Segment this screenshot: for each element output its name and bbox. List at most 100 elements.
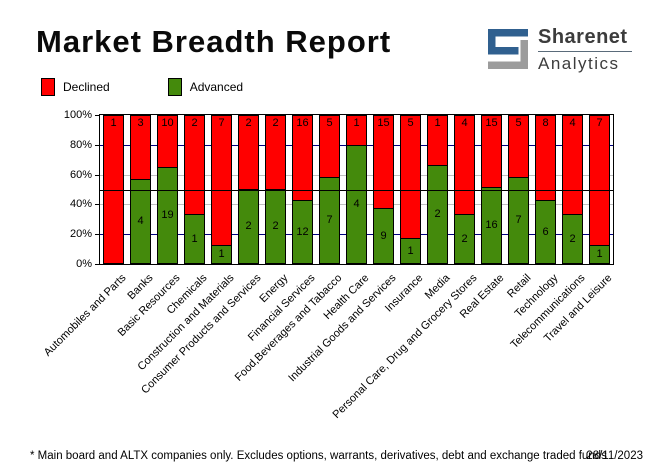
- declined-count-label: 7: [596, 117, 603, 129]
- y-axis-tick: [95, 264, 100, 265]
- declined-count-label: 4: [569, 117, 576, 129]
- sharenet-logo-text: Sharenet Analytics: [538, 27, 632, 72]
- declined-count-label: 15: [485, 117, 498, 129]
- advanced-count-label: 2: [569, 232, 576, 245]
- bar-segment-declined: 15: [482, 116, 501, 187]
- bar-segment-advanced: 19: [158, 167, 177, 263]
- bar-segment-advanced: 2: [239, 189, 258, 263]
- declined-count-label: 2: [272, 117, 279, 129]
- bar-segment-declined: 1: [428, 116, 447, 165]
- legend-advanced-swatch: [167, 78, 182, 96]
- bar-segment-advanced: 4: [131, 179, 150, 263]
- advanced-count-label: 19: [161, 209, 174, 221]
- bar-segment-declined: 1: [347, 116, 366, 145]
- y-axis-label: 40%: [69, 198, 92, 211]
- logo-line2: Analytics: [538, 54, 620, 73]
- advanced-count-label: 7: [515, 214, 522, 226]
- advanced-count-label: 4: [137, 215, 144, 227]
- y-axis-tick: [95, 204, 100, 206]
- advanced-count-label: 9: [380, 229, 387, 242]
- bar-industrial-goods-and-services: 15 9: [373, 115, 394, 264]
- advanced-count-label: 1: [191, 232, 198, 245]
- bar-segment-declined: 2: [185, 116, 204, 214]
- bar-segment-advanced: 2: [563, 214, 582, 263]
- advanced-count-label: 1: [596, 248, 603, 260]
- legend-advanced-label: Advanced: [189, 80, 244, 94]
- declined-count-label: 16: [296, 117, 309, 129]
- bar-segment-advanced: 4: [347, 145, 366, 263]
- sharenet-logo-icon: [488, 29, 528, 69]
- bar-segment-advanced: 9: [374, 208, 393, 263]
- plot-area-border: [99, 114, 614, 265]
- y-axis-label: 60%: [69, 168, 92, 181]
- legend-declined-swatch: [41, 78, 55, 96]
- declined-count-label: 1: [110, 117, 117, 129]
- advanced-count-label: 4: [353, 198, 360, 210]
- y-axis-label: 100%: [63, 109, 92, 121]
- bar-segment-declined: 15: [374, 116, 393, 208]
- bar-segment-declined: 16: [293, 116, 312, 200]
- legend-declined-label: Declined: [63, 80, 110, 94]
- bar-segment-declined: 4: [563, 116, 582, 214]
- declined-count-label: 5: [407, 117, 414, 129]
- advanced-count-label: 2: [245, 220, 252, 232]
- y-axis-label: 20%: [69, 228, 92, 241]
- bar-segment-declined: 3: [131, 116, 150, 179]
- y-axis-tick: [95, 144, 100, 146]
- bar-segment-declined: 5: [401, 116, 420, 238]
- declined-count-label: 3: [137, 117, 144, 129]
- advanced-count-label: 16: [485, 219, 498, 231]
- bar-segment-advanced: 1: [401, 238, 420, 263]
- y-axis-label: 80%: [69, 138, 92, 151]
- advanced-count-label: 1: [218, 248, 225, 260]
- bar-segment-advanced: 7: [320, 177, 339, 263]
- advanced-count-label: 12: [296, 225, 309, 238]
- midline-50pct: [100, 189, 613, 191]
- bar-segment-advanced: 1: [185, 214, 204, 263]
- bar-segment-advanced: 6: [536, 200, 555, 263]
- logo-line1: Sharenet: [538, 26, 628, 48]
- declined-count-label: 7: [218, 117, 225, 129]
- bar-segment-advanced: 16: [482, 187, 501, 263]
- advanced-count-label: 2: [461, 232, 468, 245]
- bar-segment-advanced: 2: [266, 189, 285, 263]
- bar-segment-declined: 8: [536, 116, 555, 200]
- advanced-count-label: 6: [542, 225, 549, 238]
- page-title: Market Breadth Report: [36, 24, 392, 59]
- bar-segment-declined: 10: [158, 116, 177, 167]
- bar-segment-advanced: 1: [590, 245, 609, 263]
- bar-segment-declined: 2: [239, 116, 258, 189]
- declined-count-label: 2: [191, 117, 198, 129]
- bar-segment-declined: 7: [212, 116, 231, 245]
- bar-segment-advanced: 1: [212, 245, 231, 263]
- advanced-count-label: 2: [434, 208, 441, 220]
- logo-divider: [538, 51, 632, 52]
- declined-count-label: 10: [161, 117, 174, 129]
- bar-segment-declined: 2: [266, 116, 285, 189]
- declined-count-label: 5: [515, 117, 522, 129]
- bar-segment-declined: 5: [320, 116, 339, 177]
- sharenet-logo: Sharenet Analytics: [486, 27, 632, 72]
- declined-count-label: 4: [461, 117, 468, 129]
- advanced-count-label: 2: [272, 220, 279, 232]
- advanced-count-label: 7: [326, 214, 333, 226]
- bar-segment-declined: 7: [590, 116, 609, 245]
- y-axis-tick: [95, 174, 100, 176]
- bar-segment-advanced: 12: [293, 200, 312, 263]
- footer-date: 28/11/2023: [586, 450, 643, 462]
- y-axis-label: 0%: [76, 258, 92, 270]
- bar-segment-declined: 4: [455, 116, 474, 214]
- y-axis-tick: [95, 115, 100, 116]
- declined-count-label: 8: [542, 117, 549, 129]
- declined-count-label: 1: [353, 117, 360, 129]
- bar-segment-advanced: 2: [428, 165, 447, 263]
- bar-segment-advanced: 7: [509, 177, 528, 263]
- footer-note: * Main board and ALTX companies only. Ex…: [30, 450, 607, 462]
- bar-segment-declined: 5: [509, 116, 528, 177]
- legend: Declined Advanced: [41, 78, 243, 96]
- bar-segment-advanced: 2: [455, 214, 474, 263]
- y-axis-tick: [95, 234, 100, 236]
- advanced-count-label: 1: [407, 244, 414, 257]
